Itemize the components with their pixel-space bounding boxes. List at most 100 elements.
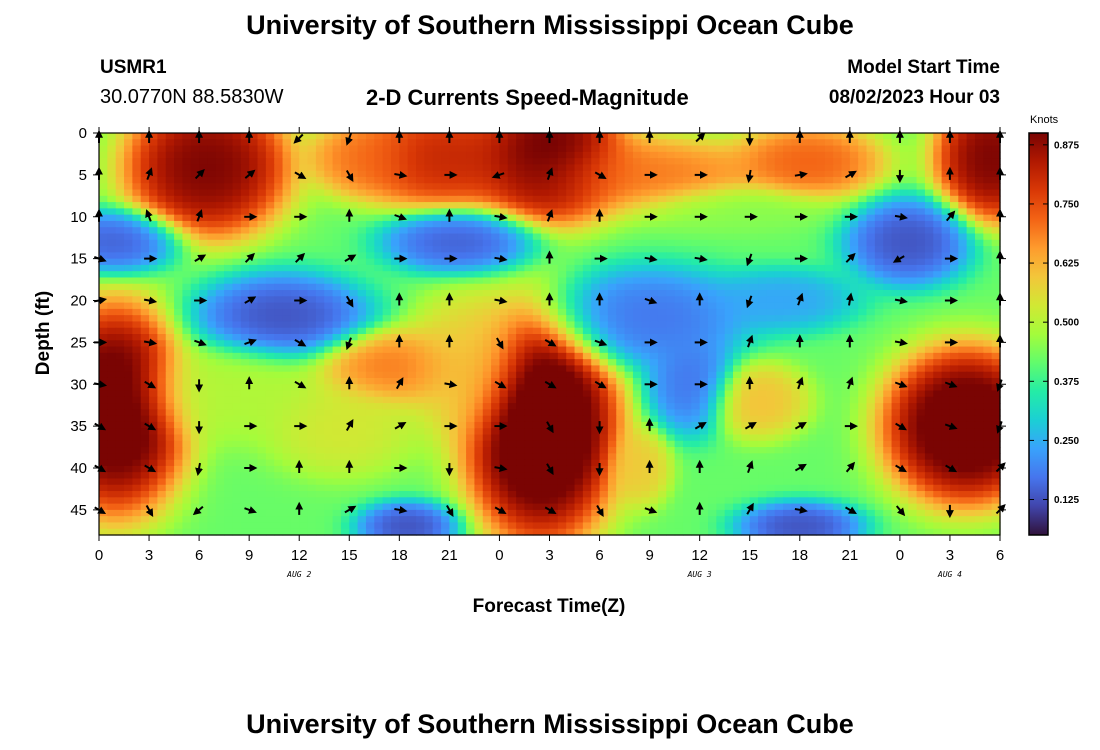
heatmap-cell: [691, 334, 701, 341]
heatmap-cell: [849, 183, 859, 191]
heatmap-cell: [557, 409, 567, 417]
heatmap-cell: [390, 233, 400, 241]
heatmap-cell: [866, 377, 876, 385]
heatmap-cell: [399, 176, 409, 184]
heatmap-cell: [390, 396, 400, 404]
heatmap-cell: [424, 365, 434, 373]
heatmap-cell: [632, 214, 642, 222]
heatmap-cell: [524, 214, 534, 222]
heatmap-cell: [724, 214, 734, 222]
heatmap-cell: [891, 302, 901, 310]
heatmap-cell: [199, 308, 209, 316]
heatmap-cell: [908, 352, 918, 360]
heatmap-cell: [474, 246, 484, 253]
heatmap-cell: [149, 246, 158, 253]
heatmap-cell: [766, 170, 776, 178]
heatmap-cell: [974, 208, 984, 216]
heatmap-cell: [908, 151, 918, 159]
heatmap-cell: [432, 246, 442, 253]
heatmap-cell: [124, 365, 133, 373]
heatmap-cell: [491, 390, 501, 398]
heatmap-cell: [315, 214, 325, 222]
heatmap-cell: [516, 409, 526, 417]
heatmap-cell: [624, 415, 634, 423]
heatmap-cell: [365, 371, 375, 379]
heatmap-cell: [124, 208, 133, 216]
heatmap-cell: [607, 246, 617, 253]
heatmap-cell: [766, 176, 776, 184]
heatmap-cell: [365, 264, 375, 272]
heatmap-cell: [958, 359, 968, 367]
heatmap-cell: [132, 290, 142, 297]
heatmap-cell: [140, 403, 150, 410]
heatmap-cell: [733, 352, 742, 360]
heatmap-cell: [916, 258, 926, 266]
heatmap-cell: [816, 258, 826, 266]
heatmap-cell: [591, 227, 601, 235]
heatmap-cell: [332, 264, 342, 272]
heatmap-cell: [182, 227, 192, 235]
heatmap-cell: [616, 340, 626, 348]
heatmap-cell: [115, 327, 125, 335]
heatmap-cell: [299, 158, 309, 166]
heatmap-cell: [682, 315, 692, 323]
heatmap-cell: [941, 233, 951, 241]
heatmap-cell: [407, 239, 417, 247]
heatmap-cell: [257, 170, 267, 178]
heatmap-cell: [482, 195, 492, 203]
heatmap-cell: [708, 283, 717, 291]
heatmap-cell: [833, 377, 843, 385]
heatmap-cell: [682, 415, 692, 423]
heatmap-cell: [307, 246, 317, 253]
heatmap-cell: [349, 340, 359, 348]
heatmap-cell: [115, 277, 125, 285]
heatmap-cell: [491, 252, 501, 260]
heatmap-cell: [224, 409, 234, 417]
heatmap-cell: [124, 315, 133, 323]
heatmap-cell: [299, 390, 309, 398]
heatmap-cell: [924, 384, 934, 392]
heatmap-cell: [357, 164, 367, 172]
heatmap-cell: [824, 170, 834, 178]
heatmap-cell: [632, 403, 642, 410]
heatmap-cell: [340, 233, 350, 241]
heatmap-cell: [474, 258, 484, 266]
heatmap-cell: [282, 396, 292, 404]
heatmap-cell: [666, 176, 676, 184]
heatmap-cell: [249, 214, 259, 222]
heatmap-cell: [741, 227, 751, 235]
heatmap-cell: [991, 202, 1001, 209]
heatmap-cell: [849, 158, 859, 166]
heatmap-cell: [758, 220, 767, 228]
heatmap-cell: [357, 271, 367, 279]
heatmap-cell: [365, 158, 375, 166]
heatmap-cell: [632, 390, 642, 398]
heatmap-cell: [482, 371, 492, 379]
heatmap-cell: [382, 133, 392, 140]
heatmap-cell: [808, 359, 818, 367]
heatmap-cell: [165, 396, 175, 404]
heatmap-cell: [299, 371, 309, 379]
heatmap-cell: [115, 246, 125, 253]
heatmap-cell: [257, 176, 267, 184]
heatmap-cell: [365, 195, 375, 203]
heatmap-cell: [482, 415, 492, 423]
heatmap-cell: [182, 133, 192, 140]
heatmap-cell: [733, 258, 742, 266]
heatmap-cell: [983, 158, 993, 166]
heatmap-cell: [824, 233, 834, 241]
heatmap-cell: [340, 195, 350, 203]
heatmap-cell: [841, 271, 851, 279]
heatmap-cell: [866, 371, 876, 379]
heatmap-cell: [591, 164, 601, 172]
heatmap-cell: [499, 409, 509, 417]
heatmap-cell: [808, 315, 818, 323]
heatmap-cell: [199, 390, 209, 398]
heatmap-cell: [249, 384, 259, 392]
heatmap-cell: [99, 403, 108, 410]
heatmap-cell: [949, 321, 959, 329]
heatmap-cell: [349, 371, 359, 379]
heatmap-cell: [140, 271, 150, 279]
heatmap-cell: [149, 315, 158, 323]
heatmap-cell: [516, 334, 526, 341]
